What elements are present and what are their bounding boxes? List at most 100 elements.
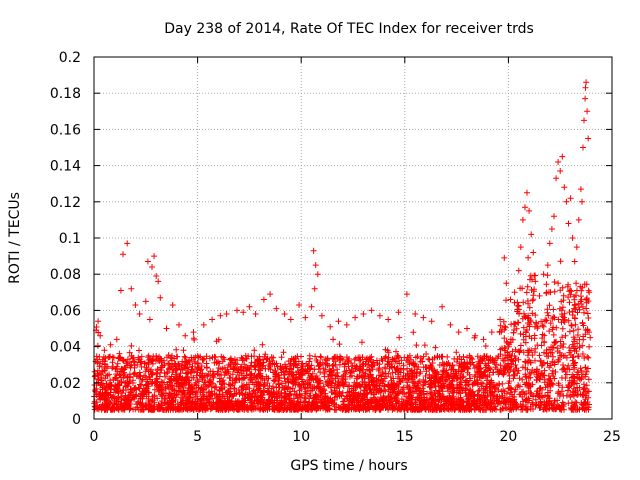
data-point (353, 375, 360, 382)
chart-title: Day 238 of 2014, Rate Of TEC Index for r… (164, 21, 534, 37)
data-point (564, 365, 571, 372)
data-point (571, 404, 578, 411)
data-point (429, 360, 436, 366)
data-point (579, 198, 585, 205)
data-point (417, 368, 424, 375)
data-point (431, 390, 438, 396)
data-point (585, 354, 592, 361)
data-point (550, 324, 557, 331)
data-point (428, 318, 435, 325)
data-point (580, 405, 587, 412)
data-point (439, 371, 446, 378)
data-point (240, 385, 247, 392)
data-point (177, 399, 184, 406)
data-point (340, 401, 347, 408)
data-point (532, 396, 539, 403)
data-point (381, 375, 388, 382)
data-point (176, 388, 183, 395)
data-point (314, 271, 321, 278)
data-point (541, 332, 548, 339)
data-point (553, 404, 560, 411)
data-point (404, 405, 411, 412)
data-point (478, 383, 485, 390)
data-point (200, 356, 207, 363)
data-point (122, 364, 129, 371)
data-point (355, 397, 362, 404)
data-point (238, 370, 245, 377)
data-point (419, 358, 426, 365)
data-point (173, 406, 180, 413)
data-point (559, 153, 566, 160)
data-point (550, 331, 557, 338)
data-point (382, 355, 388, 362)
data-point (497, 406, 504, 413)
data-point (361, 387, 367, 394)
data-point (563, 371, 570, 378)
data-point (343, 367, 350, 374)
data-point (535, 392, 542, 399)
data-point (126, 359, 133, 366)
data-point (574, 369, 581, 376)
data-point (467, 406, 473, 413)
data-point (317, 360, 324, 367)
data-point (473, 404, 480, 411)
data-point (198, 363, 205, 369)
data-point (575, 353, 582, 360)
data-point (396, 334, 403, 341)
data-point (523, 329, 530, 336)
data-point (336, 361, 343, 368)
data-point (414, 394, 421, 401)
data-point (278, 366, 285, 373)
data-point (526, 304, 533, 311)
data-point (270, 354, 277, 361)
data-point (466, 359, 473, 366)
data-point (290, 395, 297, 402)
data-point (167, 379, 174, 386)
data-point (583, 299, 590, 306)
data-point (562, 332, 569, 339)
data-point (438, 383, 445, 390)
data-point (190, 329, 197, 336)
data-point (526, 207, 533, 214)
data-point (518, 406, 525, 413)
data-point (98, 371, 105, 378)
data-point (259, 375, 266, 382)
data-point (263, 356, 270, 363)
data-point (120, 358, 127, 364)
data-point (203, 365, 210, 371)
data-point (524, 366, 531, 373)
data-point (532, 402, 539, 409)
data-point (185, 379, 192, 386)
data-point (579, 371, 586, 378)
data-point (182, 354, 189, 361)
data-point (215, 393, 222, 400)
data-point (301, 384, 308, 391)
data-point (573, 244, 580, 251)
data-point (120, 402, 127, 409)
data-point (104, 406, 111, 413)
data-point (260, 296, 267, 303)
data-point (470, 393, 477, 400)
data-point (324, 356, 330, 363)
data-point (455, 374, 461, 381)
data-point (400, 384, 407, 391)
data-point (193, 404, 200, 411)
data-point (145, 389, 152, 396)
data-point (504, 355, 510, 361)
data-point (274, 402, 281, 409)
data-point (568, 404, 574, 411)
data-point (182, 332, 189, 339)
data-point (413, 372, 420, 379)
data-point (291, 388, 298, 395)
data-point (504, 340, 511, 346)
data-point (496, 381, 503, 388)
data-point (368, 307, 375, 314)
data-point (441, 401, 447, 408)
data-point (510, 368, 517, 375)
data-point (193, 366, 199, 373)
data-point (287, 402, 294, 408)
data-point (534, 366, 541, 373)
data-point (227, 382, 234, 389)
data-point (571, 389, 578, 396)
data-point (511, 371, 518, 378)
